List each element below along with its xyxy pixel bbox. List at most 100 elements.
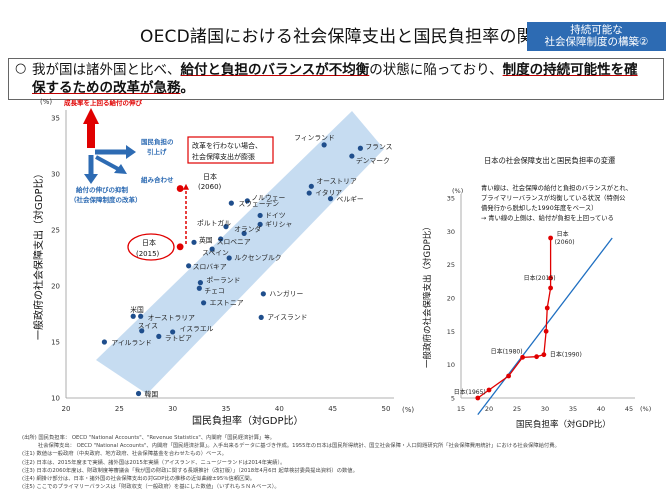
badge-line-2: 社会保障制度の構築② <box>544 36 649 48</box>
inset-y-tick-label: 10 <box>447 361 455 369</box>
headline-emphasis-balance: 給付と負担のバランスが不均衡 <box>180 62 370 78</box>
main-point-label: スペイン <box>202 249 229 257</box>
inset-series: 日本(1965) 日本(1980) 日本(1990) 日本(2015) 日本(2060) <box>454 230 613 416</box>
footnote-3: (注2) 日本は、2015年度まで実績、諸外国は2015年実績（アイスランド、ニ… <box>22 459 286 466</box>
main-point-label: ハンガリー <box>269 289 303 298</box>
inset-y-unit: (%) <box>452 187 463 195</box>
japan-2060-label-1: 日本 <box>203 172 217 181</box>
main-point-label: フランス <box>365 143 392 151</box>
main-point <box>197 280 203 286</box>
footnote-4: (注3) 日本の2060年度は、財政制度等審議会「我が国の財政に関する長期推計（… <box>22 467 358 474</box>
main-point <box>196 285 202 291</box>
footnote-2: (注1) 数値は一般政府（中央政府、地方政府、社会保障基金を合わせたもの）ベース… <box>22 451 227 458</box>
main-point-label: エストニア <box>210 299 244 307</box>
main-point-label: ベルギー <box>337 196 364 204</box>
inset-point-label: 日本(2015) <box>524 274 556 282</box>
inset-note-3: 債発行から脱却した1990年度をベース） <box>481 203 597 212</box>
main-point <box>357 145 363 151</box>
main-x-tick-label: 45 <box>328 405 337 413</box>
main-x-tick-label: 40 <box>275 405 284 413</box>
inset-japan-point <box>506 373 511 379</box>
inset-x-tick-label: 40 <box>597 405 605 413</box>
main-point <box>258 314 264 320</box>
main-point <box>241 230 247 236</box>
main-point <box>191 239 197 245</box>
main-point-label: デンマーク <box>356 156 390 165</box>
inset-japan-point <box>544 305 550 311</box>
main-point-label: フィンランド <box>294 134 335 142</box>
footnote-0: (出所) 国民負担率： OECD "National Accounts"、"Re… <box>22 435 275 441</box>
main-point-label: イスラエル <box>180 325 214 333</box>
main-x-unit: (%) <box>402 406 414 414</box>
main-point-label: ラトビア <box>165 333 192 342</box>
main-point <box>308 183 314 189</box>
inset-x-tick-label: 30 <box>541 405 549 413</box>
main-point <box>138 313 144 319</box>
inset-point-label: 日本(1980) <box>491 347 523 355</box>
headline-box: ○ 我が国は諸外国と比べ、給付と負担のバランスが不均衡の状態に陥っており、制度の… <box>8 58 664 100</box>
footnote-5: (注4) 網掛け部分は、日本・諸外国の社会保障支出の対GDP比の推移の近似曲線±… <box>22 476 256 483</box>
main-point <box>218 236 224 242</box>
inset-y-tick-label: 5 <box>451 395 455 403</box>
inset-japan-point <box>543 328 549 334</box>
footnote-1: 社会保障支出： OECD "National Accounts"、内閣府「国民経… <box>22 443 560 450</box>
inset-y-tick-label: 35 <box>447 195 455 203</box>
inset-y-tick-label: 30 <box>447 228 455 236</box>
main-point <box>139 328 145 334</box>
inset-title: 日本の社会保障支出と国民負担率の変遷 <box>484 156 616 165</box>
inset-japan-point <box>534 354 539 360</box>
legend-diag-label: 組み合わせ <box>141 175 174 184</box>
inset-x-tick-label: 35 <box>569 405 577 413</box>
japan-2060-label-2: (2060) <box>198 183 222 191</box>
main-y-tick-label: 10 <box>51 395 60 403</box>
main-point-label: チェコ <box>204 287 224 295</box>
main-point-label: スイス <box>138 322 158 330</box>
main-point <box>226 255 232 261</box>
inset-y-tick-label: 15 <box>447 328 455 336</box>
main-point-label: スロバキア <box>193 263 227 271</box>
main-point <box>260 291 266 297</box>
inset-japan-point <box>520 354 525 360</box>
inset-x-tick-label: 25 <box>513 405 521 413</box>
main-point <box>130 313 136 319</box>
inset-y-tick-label: 20 <box>447 295 455 303</box>
callout-line-2: 社会保障支出が膨張 <box>192 152 255 161</box>
japan-2015-label-2: (2015) <box>136 250 160 258</box>
headline-text: 我が国は諸外国と比べ、給付と負担のバランスが不均衡の状態に陥っており、制度の持続… <box>32 61 647 97</box>
main-point <box>201 300 207 306</box>
footnote-6: (注5) ここでのプライマリーバランスは「財政収支（一般政府）を基にした数値」（… <box>22 484 280 491</box>
legend-down-label-1: 給付の伸びの抑制 <box>76 185 129 194</box>
main-x-tick-label: 25 <box>115 405 124 413</box>
inset-y-label: 一般政府の社会保障支出（対GDP比） <box>422 222 433 368</box>
japan-2015-ring <box>127 233 175 261</box>
section-badge: 持続可能な 社会保障制度の構築② <box>527 22 666 51</box>
main-point <box>170 329 176 335</box>
main-point-label: ポーランド <box>206 277 240 285</box>
inset-x-tick-label: 45 <box>625 405 633 413</box>
inset-balance-line <box>477 237 613 416</box>
main-x-label: 国民負担率（対GDP比） <box>192 414 303 427</box>
inset-japan-point <box>541 352 547 358</box>
main-point-label: スウェーデン <box>238 199 279 208</box>
inset-point-label: 日本(1965) <box>454 388 486 396</box>
main-point-label: ノルウェー <box>251 194 285 202</box>
main-point <box>209 246 215 252</box>
main-x-tick-label: 30 <box>168 405 177 413</box>
main-x-tick-label: 20 <box>62 405 71 413</box>
main-point <box>306 190 312 196</box>
main-point <box>228 200 234 206</box>
inset-axes: 15 20 25 30 35 40 45 5 10 15 20 25 30 35 <box>447 194 635 413</box>
main-point-label: 韓国 <box>145 390 159 399</box>
footnotes: (出所) 国民負担率： OECD "National Accounts"、"Re… <box>22 434 662 491</box>
inset-japan-point <box>486 387 492 393</box>
legend-right-label-1: 国民負担の <box>141 137 174 146</box>
inset-japan-point <box>548 235 553 241</box>
main-point-label: アイスランド <box>267 313 307 321</box>
main-point <box>257 212 263 219</box>
inset-japan-point <box>548 285 553 291</box>
main-point-label: ルクセンブルク <box>234 253 281 262</box>
inset-x-unit: (%) <box>640 405 651 413</box>
main-y-unit: (%) <box>40 98 52 106</box>
main-point <box>244 198 250 204</box>
